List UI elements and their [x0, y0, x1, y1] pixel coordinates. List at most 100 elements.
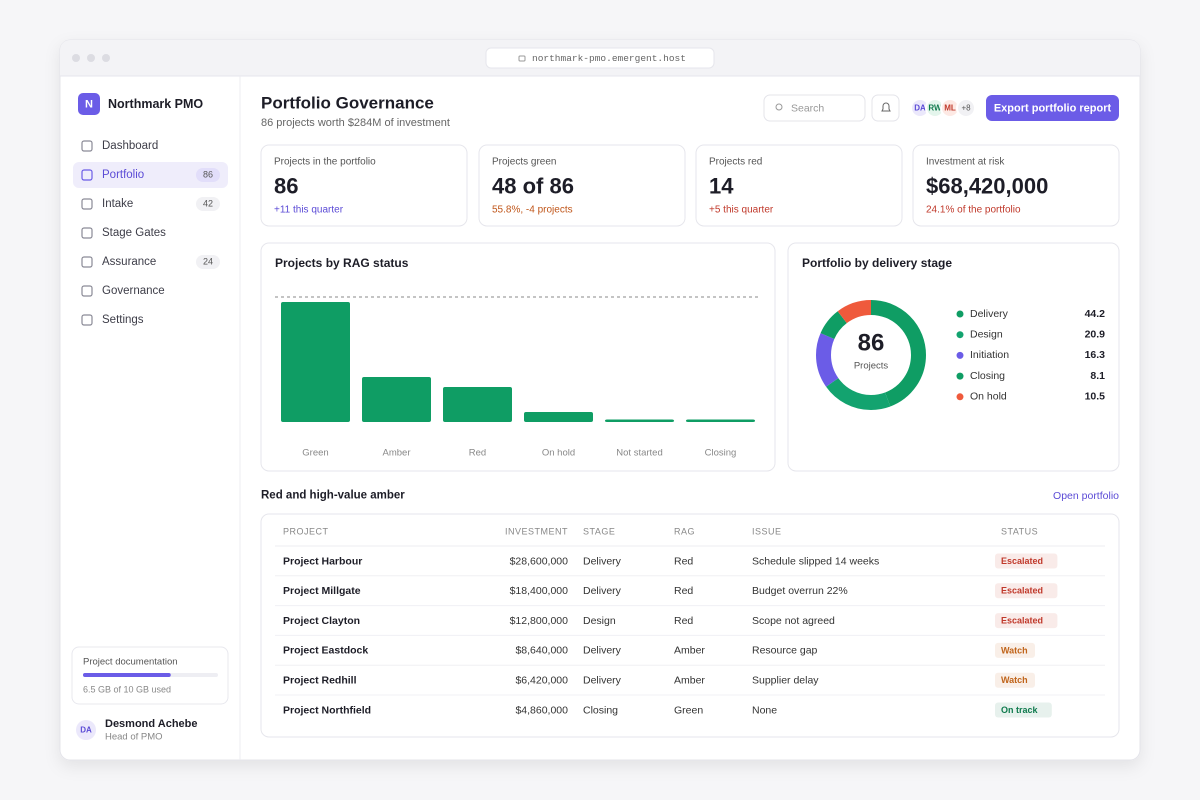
nav-count: 86	[203, 169, 213, 179]
nav-item: Intake	[102, 198, 133, 210]
status-badge	[995, 672, 1035, 688]
bar	[605, 419, 674, 422]
kpi-label: Investment at risk	[926, 157, 1005, 168]
x-tick-label: On hold	[542, 448, 575, 459]
table-cell: $4,860,000	[515, 704, 568, 716]
column-header: STAGE	[583, 526, 615, 536]
avatar-more: +8	[961, 104, 971, 113]
kpi-card	[695, 144, 903, 227]
open-link[interactable]: Open portfolio	[1053, 490, 1119, 502]
x-tick-label: Not started	[616, 448, 662, 459]
chart-title: Portfolio by delivery stage	[802, 256, 952, 270]
table-cell: Project Redhill	[283, 674, 357, 686]
table-cell: Delivery	[583, 674, 622, 686]
kpi-note: +5 this quarter	[709, 205, 774, 216]
table-cell: $18,400,000	[510, 585, 569, 597]
legend-value: 44.2	[1085, 308, 1106, 320]
legend-label: Delivery	[970, 308, 1009, 320]
status-badge	[995, 613, 1058, 629]
status-text: Escalated	[1001, 586, 1043, 596]
table-cell: Red	[674, 615, 693, 627]
storage-text: 6.5 GB of 10 GB used	[83, 684, 171, 694]
table-cell: $12,800,000	[510, 615, 569, 627]
table-cell: Closing	[583, 704, 618, 716]
legend-value: 10.5	[1085, 391, 1106, 403]
table-cell: $8,640,000	[515, 645, 568, 657]
page-subtitle: 86 projects worth $284M of investment	[261, 117, 450, 129]
nav-badge	[196, 168, 220, 182]
bell-button[interactable]	[871, 94, 900, 122]
page-title: Portfolio Governance	[261, 93, 434, 112]
window-dot	[87, 54, 95, 62]
user-role: Head of PMO	[105, 732, 163, 743]
column-header: PROJECT	[283, 526, 329, 536]
nav-item: Portfolio	[102, 169, 144, 181]
storage-fill	[83, 673, 171, 677]
user-initials: DA	[80, 726, 92, 735]
donut-segment	[816, 300, 926, 410]
table-cell: $6,420,000	[515, 674, 568, 686]
chart-title: Projects by RAG status	[275, 256, 409, 270]
legend-dot	[956, 351, 964, 359]
nav-item: Settings	[102, 314, 144, 326]
nav-count: 42	[203, 198, 213, 208]
donut-segment	[816, 300, 926, 410]
nav-badge	[196, 197, 220, 211]
legend-value: 20.9	[1085, 328, 1106, 340]
kpi-card	[478, 144, 686, 227]
nav-icon	[81, 140, 93, 152]
kpi-label: Projects in the portfolio	[274, 157, 376, 168]
table-cell: Amber	[674, 645, 705, 657]
url-bar[interactable]	[485, 47, 715, 69]
table-cell: Project Millgate	[283, 585, 361, 597]
avatar-more-bg	[956, 98, 976, 118]
bell-icon	[881, 102, 891, 112]
kpi-label: Projects green	[492, 157, 556, 168]
nav-icon	[81, 227, 93, 239]
status-badge	[995, 642, 1035, 658]
nav-icon	[81, 256, 93, 268]
bar	[686, 419, 755, 422]
kpi-card	[912, 144, 1120, 227]
table-cell: Project Eastdock	[283, 645, 368, 657]
search-placeholder: Search	[791, 102, 824, 114]
table-cell: Red	[674, 555, 693, 567]
table-cell: Red	[674, 585, 693, 597]
table-cell: Green	[674, 704, 703, 716]
chart-card	[787, 242, 1120, 472]
avatar-initials: RW	[928, 104, 942, 113]
legend-label: Initiation	[970, 349, 1009, 361]
nav-icon	[81, 169, 93, 181]
search-box[interactable]	[763, 94, 866, 122]
table-cell: Delivery	[583, 555, 622, 567]
table-cell: Resource gap	[752, 645, 818, 657]
table-cell: Delivery	[583, 645, 622, 657]
kpi-note: 24.1% of the portfolio	[926, 205, 1021, 216]
legend-label: On hold	[970, 391, 1007, 403]
donut-segment	[816, 300, 926, 410]
table-cell: Supplier delay	[752, 674, 819, 686]
x-tick-label: Red	[469, 448, 486, 459]
table-cell: $28,600,000	[510, 555, 569, 567]
donut-center-label: Projects	[854, 361, 889, 372]
avatar-initials: DA	[914, 104, 926, 113]
table-cell: Scope not agreed	[752, 615, 835, 627]
legend-dot	[956, 331, 964, 339]
window-dot	[102, 54, 110, 62]
nav-item: Dashboard	[102, 140, 158, 152]
table-card	[260, 513, 1120, 738]
status-text: Escalated	[1001, 615, 1043, 625]
window-dot	[72, 54, 80, 62]
legend-value: 8.1	[1090, 370, 1105, 382]
status-text: Escalated	[1001, 556, 1043, 566]
bar	[443, 387, 512, 422]
bar	[362, 377, 431, 422]
legend-dot	[956, 393, 964, 401]
table-cell: Amber	[674, 674, 705, 686]
kpi-label: Projects red	[709, 157, 762, 168]
legend-value: 16.3	[1085, 349, 1106, 361]
table-cell: Project Harbour	[283, 555, 362, 567]
export-button[interactable]	[986, 95, 1119, 121]
bar	[281, 302, 350, 422]
